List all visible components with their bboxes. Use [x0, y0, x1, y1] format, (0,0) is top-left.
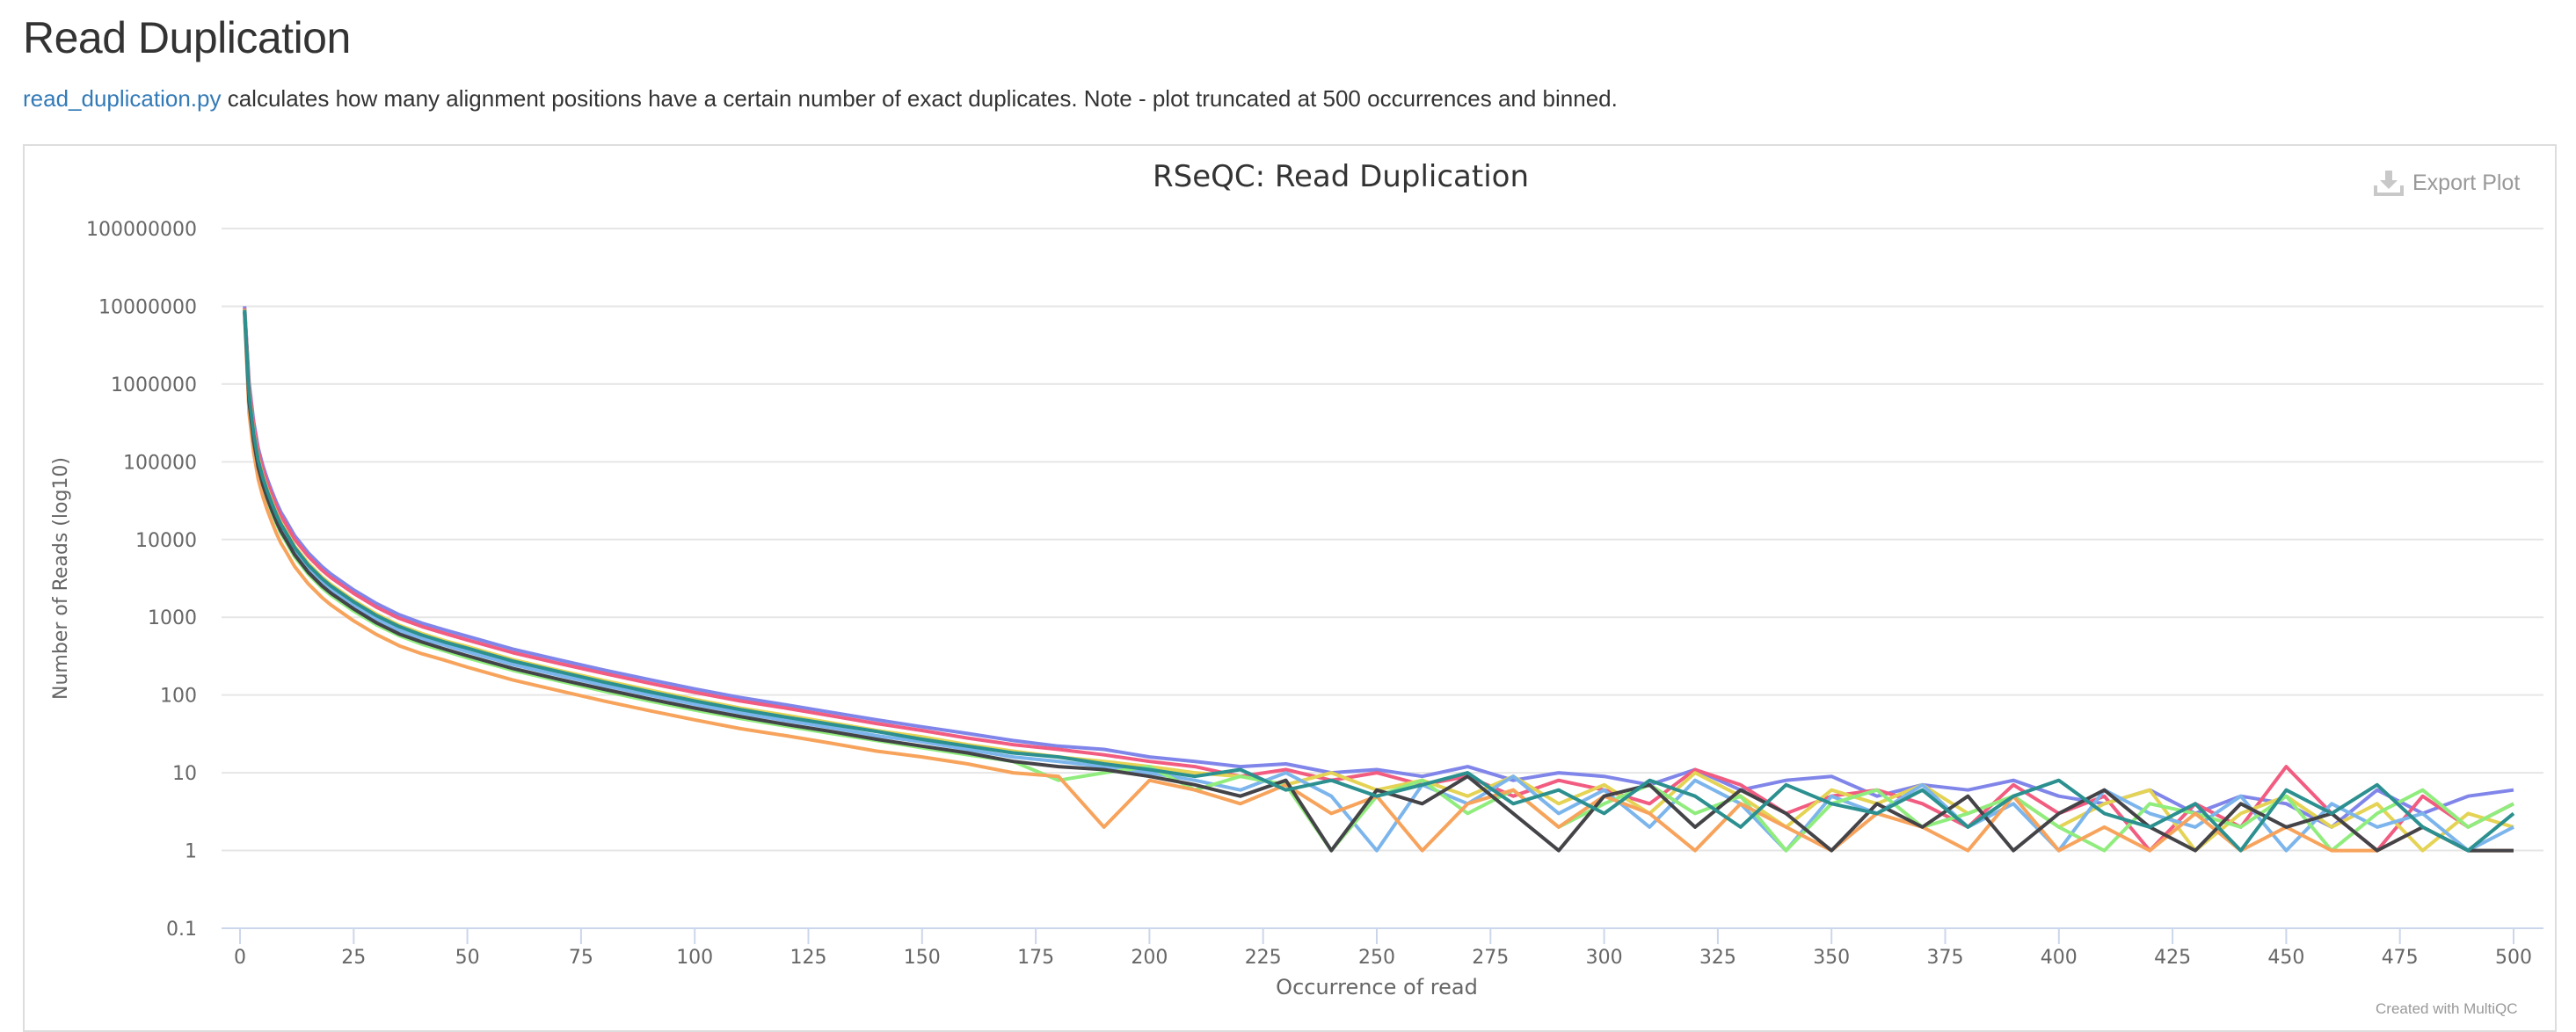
x-axis-label: Occurrence of read	[1276, 975, 1478, 999]
x-tick-label: 175	[1017, 947, 1054, 969]
x-tick-label: 125	[790, 947, 827, 969]
y-axis-label: Number of Reads (log10)	[50, 457, 72, 700]
series-line-8[interactable]	[243, 309, 2515, 853]
y-tick-label: 10000000	[98, 296, 197, 318]
x-tick-label: 100	[676, 947, 713, 969]
x-tick-label: 75	[569, 947, 593, 969]
x-tick-label: 375	[1927, 947, 1964, 969]
y-tick-label: 10000	[135, 530, 197, 552]
x-tick-label: 400	[2041, 947, 2078, 969]
x-tick-label: 0	[234, 947, 246, 969]
x-tick-label: 275	[1472, 947, 1509, 969]
x-tick-label: 300	[1586, 947, 1623, 969]
script-link[interactable]: read_duplication.py	[23, 85, 222, 112]
x-tick-label: 325	[1699, 947, 1736, 969]
series-line-2[interactable]	[243, 308, 2514, 853]
export-plot-label: Export Plot	[2412, 170, 2521, 195]
y-tick-label: 1	[185, 841, 197, 863]
credit-text: Created with MultiQC	[2376, 1000, 2518, 1017]
series-line-7[interactable]	[243, 311, 2514, 853]
x-tick-label: 450	[2267, 947, 2304, 969]
x-tick-label: 350	[1813, 947, 1850, 969]
y-tick-label: 100	[160, 686, 197, 708]
y-tick-label: 0.1	[166, 919, 197, 941]
x-tick-label: 25	[341, 947, 366, 969]
export-plot-button[interactable]: Export Plot	[2374, 170, 2520, 196]
y-tick-label: 1000	[148, 607, 197, 629]
x-tick-label: 475	[2382, 947, 2419, 969]
x-tick-label: 150	[904, 947, 941, 969]
x-tick-label: 425	[2154, 947, 2191, 969]
y-tick-label: 10	[172, 763, 197, 785]
x-tick-label: 200	[1131, 947, 1168, 969]
chart-title: RSeQC: Read Duplication	[1153, 159, 1529, 194]
y-tick-label: 100000	[123, 452, 197, 474]
y-tick-label: 100000000	[86, 219, 197, 241]
y-tick-label: 1000000	[111, 374, 197, 396]
x-tick-label: 50	[455, 947, 480, 969]
x-tick-label: 500	[2495, 947, 2532, 969]
description: read_duplication.py calculates how many …	[23, 85, 1618, 113]
x-tick-label: 250	[1358, 947, 1395, 969]
series-line-4[interactable]	[243, 310, 2514, 853]
page-title: Read Duplication	[23, 13, 351, 62]
download-icon	[2374, 171, 2404, 196]
x-tick-label: 225	[1245, 947, 1282, 969]
series-line-6[interactable]	[243, 313, 2514, 853]
series-line-1[interactable]	[243, 306, 2514, 829]
description-text: calculates how many alignment positions …	[221, 85, 1618, 112]
